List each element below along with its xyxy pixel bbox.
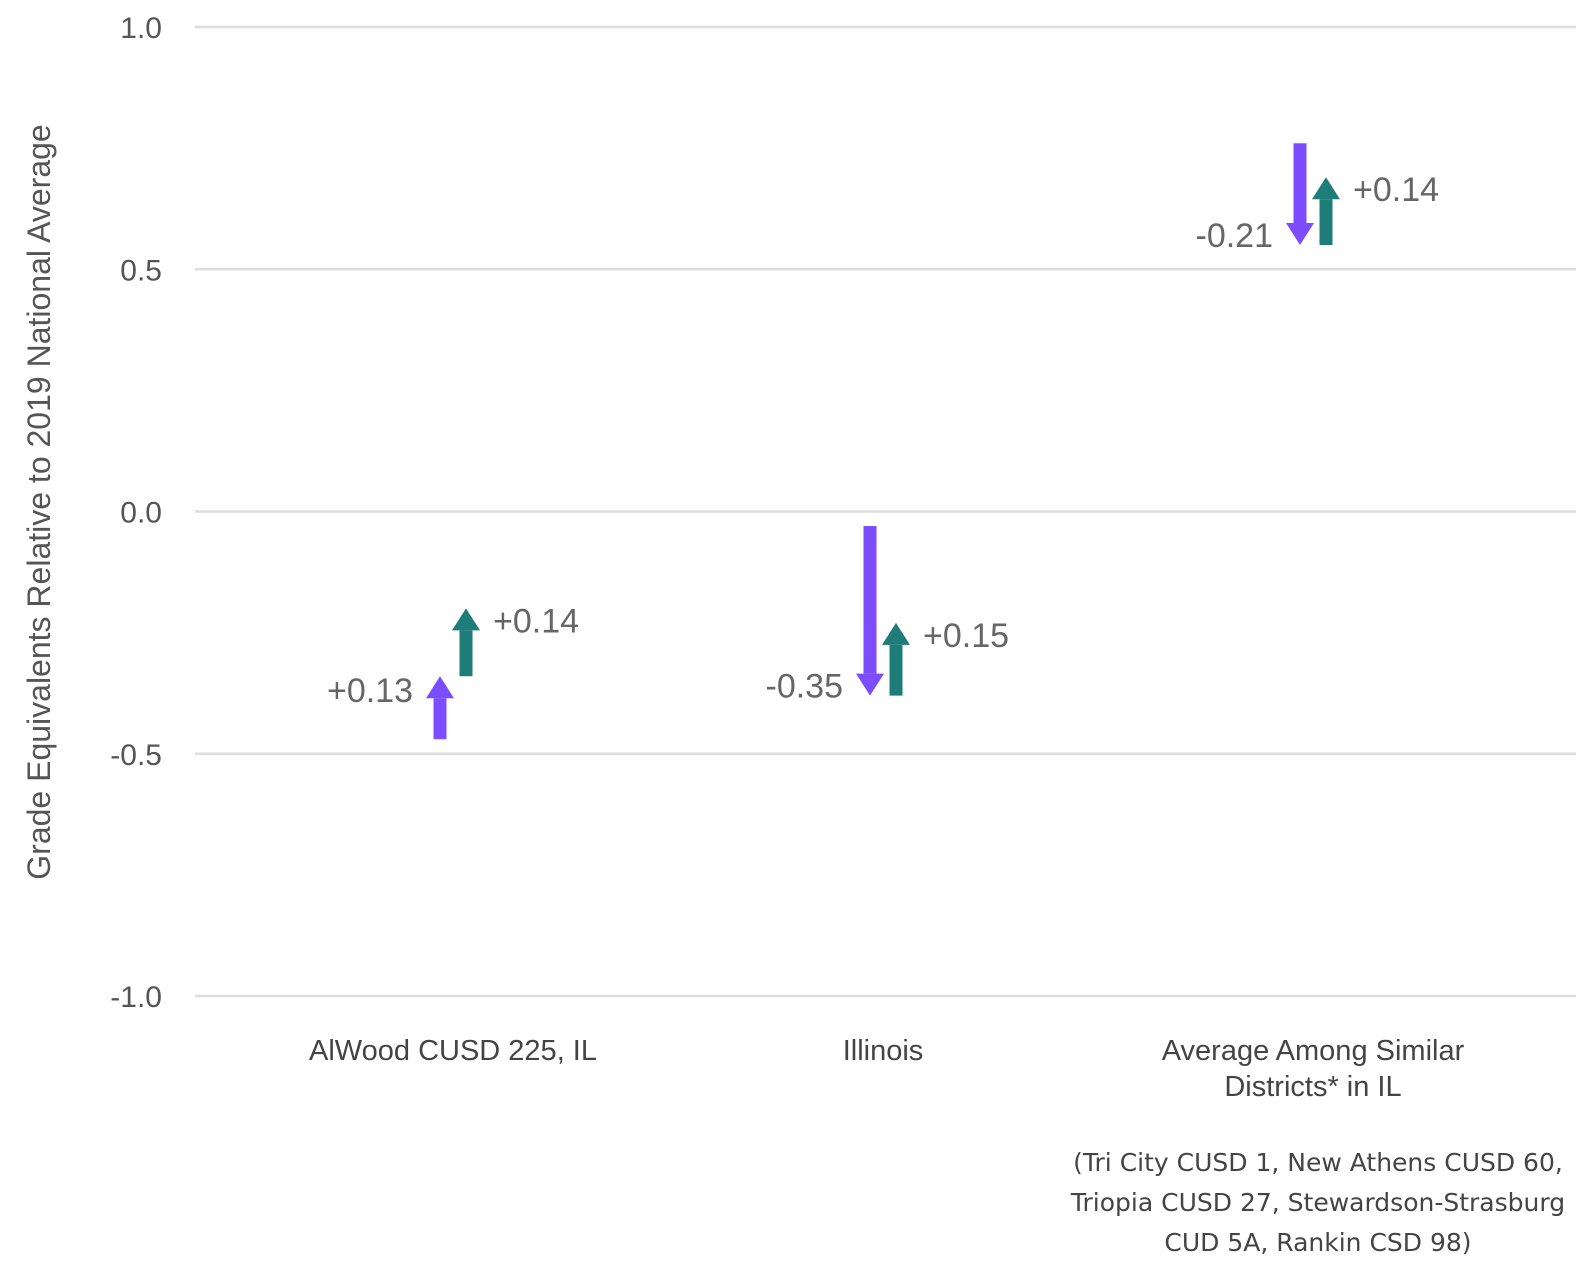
- data-label: +0.15: [923, 617, 1009, 655]
- data-label: +0.14: [1353, 171, 1439, 209]
- arrow-head: [1312, 177, 1340, 200]
- arrow-shaft: [1293, 143, 1307, 224]
- data-arrow: +0.14: [452, 602, 579, 677]
- footnote: (Tri City CUSD 1, New Athens CUSD 60, Tri…: [1070, 1148, 1565, 1257]
- arrow-shaft: [433, 698, 447, 740]
- data-label: +0.14: [493, 602, 579, 640]
- data-label: -0.35: [766, 668, 844, 706]
- data-arrow: +0.14: [1312, 171, 1439, 246]
- category-label: Districts* in IL: [1224, 1071, 1401, 1103]
- category-label: Average Among Similar: [1162, 1035, 1465, 1067]
- arrow-shaft: [889, 644, 903, 696]
- footnote-line: Triopia CUSD 27, Stewardson-Strasburg: [1070, 1188, 1565, 1217]
- footnote-line: (Tri City CUSD 1, New Athens CUSD 60,: [1073, 1148, 1563, 1177]
- arrow-head: [1286, 223, 1314, 246]
- data-arrows: +0.13 +0.14 -0.35 +0.15 -0.21 +0.14: [327, 143, 1439, 740]
- arrow-shaft: [863, 526, 877, 674]
- y-axis-label: Grade Equivalents Relative to 2019 Natio…: [21, 124, 57, 879]
- category-label: AlWood CUSD 225, IL: [309, 1035, 597, 1067]
- footnote-line: CUD 5A, Rankin CSD 98): [1164, 1228, 1471, 1257]
- y-axis-ticks: 1.0 0.5 0.0 -0.5 -1.0: [110, 12, 162, 1014]
- data-label: +0.13: [327, 672, 413, 710]
- arrow-head: [452, 608, 480, 631]
- arrow-head: [882, 622, 910, 645]
- y-tick-label: 1.0: [120, 12, 162, 45]
- y-tick-label: -1.0: [110, 981, 162, 1014]
- y-tick-label: -0.5: [110, 739, 162, 772]
- x-axis-categories: AlWood CUSD 225, IL Illinois Average Among…: [309, 1035, 1465, 1103]
- gridlines: [195, 25, 1576, 998]
- arrow-head: [426, 676, 454, 699]
- arrow-head: [856, 673, 884, 696]
- arrow-shaft: [1319, 199, 1333, 246]
- arrow-shaft: [459, 630, 473, 677]
- y-tick-label: 0.0: [120, 497, 162, 530]
- data-arrow: -0.21: [1196, 143, 1314, 255]
- data-label: -0.21: [1196, 217, 1274, 255]
- data-arrow: +0.15: [882, 617, 1009, 696]
- category-label: Illinois: [843, 1035, 924, 1067]
- data-arrow: +0.13: [327, 672, 454, 740]
- data-arrow: -0.35: [766, 526, 884, 706]
- y-tick-label: 0.5: [120, 254, 162, 287]
